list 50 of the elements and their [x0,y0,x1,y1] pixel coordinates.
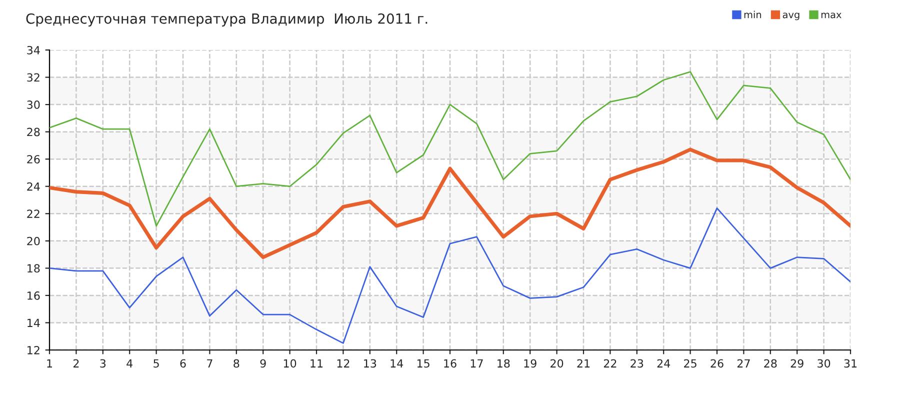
x-tick-label: 16 [444,359,456,368]
y-tick-label: 26 [27,155,40,164]
y-tick-label: 16 [28,291,40,300]
line-series [50,71,850,227]
x-tick-label: 7 [207,359,212,368]
x-tick-label: 22 [604,359,616,368]
x-tick-label: 27 [737,359,750,368]
chart-title: Среднесуточная температура Владимир Июль 2011 г. [26,13,428,27]
x-tick-label: 9 [260,359,266,368]
x-tick-label: 24 [657,359,670,368]
y-tick-label: 20 [27,236,40,246]
x-tick-label: 19 [524,359,536,368]
line-series [50,207,850,344]
x-tick-label: 13 [364,359,376,368]
legend-label: avg [782,12,800,20]
y-tick-label: 30 [27,100,40,109]
y-tick-label: 32 [27,73,40,82]
x-tick-label: 4 [126,359,133,368]
y-tick-label: 34 [27,46,40,54]
x-tick-label: 18 [498,359,510,368]
y-tick-label: 18 [28,264,40,273]
legend-label: max [821,12,842,18]
y-tick-label: 28 [27,128,40,136]
line-series [50,148,850,260]
x-tick-label: 26 [710,359,724,368]
x-tick-label: 21 [577,359,590,368]
x-tick-label: 15 [417,359,430,368]
y-tick-label: 12 [28,346,40,354]
legend-label: min [744,10,762,18]
x-tick-label: 14 [390,359,404,368]
x-tick-label: 11 [310,359,323,368]
x-tick-label: 30 [818,359,830,368]
x-tick-label: 25 [684,359,696,368]
x-tick-label: 31 [844,359,857,368]
x-tick-label: 10 [284,359,296,368]
x-tick-label: 29 [790,359,804,368]
y-tick-label: 24 [27,182,40,191]
x-tick-label: 8 [234,359,240,368]
y-tick-label: 14 [28,318,40,327]
x-tick-label: 6 [180,359,186,368]
x-tick-label: 3 [100,359,106,368]
x-tick-label: 20 [550,359,564,368]
x-tick-label: 23 [630,359,644,368]
x-tick-label: 17 [470,359,483,368]
x-tick-label: 5 [154,359,159,368]
x-tick-label: 12 [337,359,350,368]
x-tick-label: 28 [764,359,777,368]
x-tick-label: 1 [47,359,52,368]
x-tick-label: 2 [73,359,79,368]
y-tick-label: 22 [27,210,40,218]
